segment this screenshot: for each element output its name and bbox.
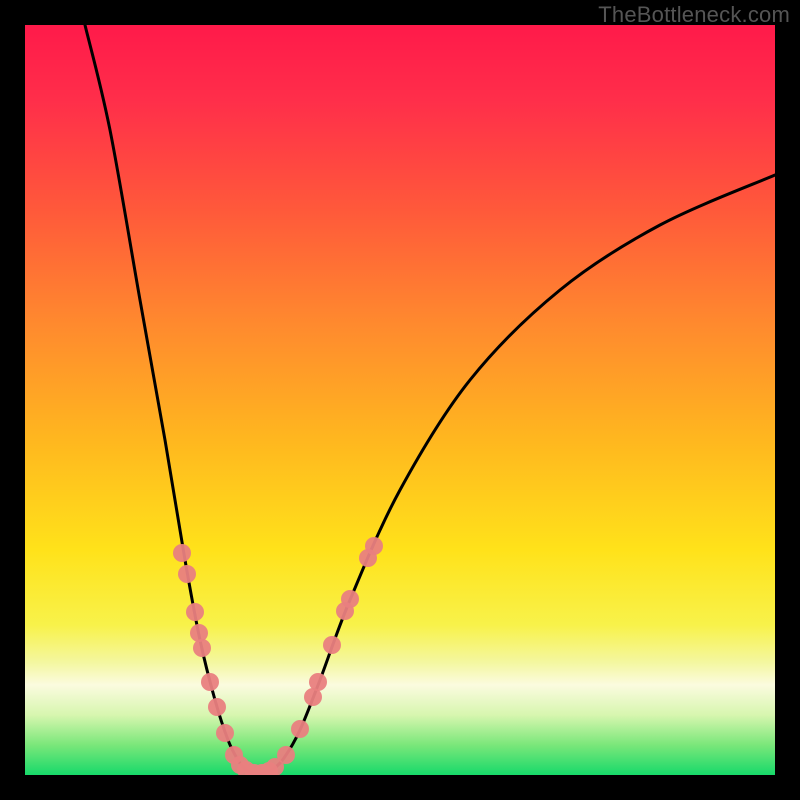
marker-dot — [216, 724, 234, 742]
marker-dot — [173, 544, 191, 562]
chart-root: TheBottleneck.com — [0, 0, 800, 800]
watermark-text: TheBottleneck.com — [598, 2, 790, 28]
marker-dot — [277, 746, 295, 764]
marker-dot — [291, 720, 309, 738]
plot-area — [25, 25, 775, 775]
marker-dot — [201, 673, 219, 691]
marker-dot — [186, 603, 204, 621]
marker-dot — [178, 565, 196, 583]
marker-dot — [309, 673, 327, 691]
marker-dot — [323, 636, 341, 654]
marker-dot — [190, 624, 208, 642]
marker-dot — [208, 698, 226, 716]
marker-dot — [365, 537, 383, 555]
marker-dot — [341, 590, 359, 608]
chart-svg — [0, 0, 800, 800]
marker-dot — [193, 639, 211, 657]
